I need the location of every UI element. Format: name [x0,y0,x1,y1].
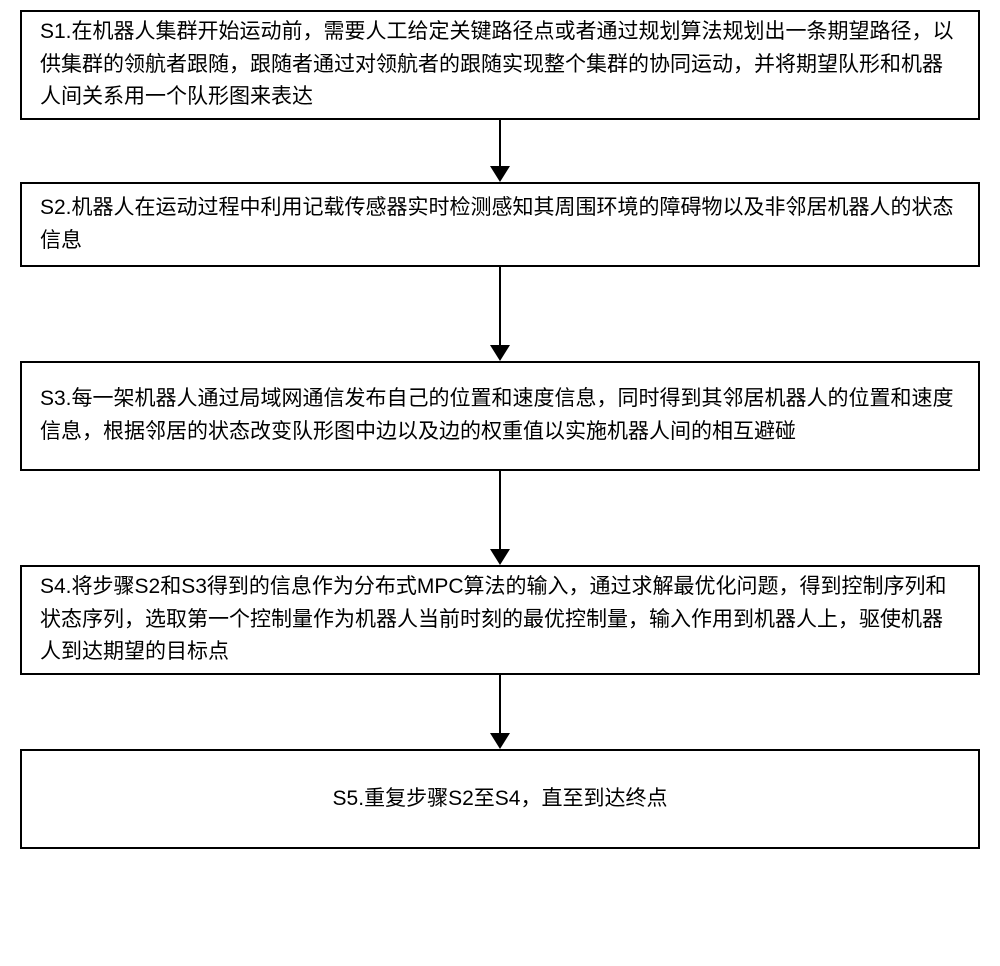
flow-arrow-1 [490,120,510,182]
flow-step-s4-text: S4.将步骤S2和S3得到的信息作为分布式MPC算法的输入，通过求解最优化问题，… [40,571,960,669]
flow-step-s2: S2.机器人在运动过程中利用记载传感器实时检测感知其周围环境的障碍物以及非邻居机… [20,182,980,267]
flow-step-s1: S1.在机器人集群开始运动前，需要人工给定关键路径点或者通过规划算法规划出一条期… [20,10,980,120]
flow-step-s3-text: S3.每一架机器人通过局域网通信发布自己的位置和速度信息，同时得到其邻居机器人的… [40,383,960,448]
flow-arrow-2 [490,267,510,361]
flow-step-s2-text: S2.机器人在运动过程中利用记载传感器实时检测感知其周围环境的障碍物以及非邻居机… [40,192,960,257]
flow-step-s4: S4.将步骤S2和S3得到的信息作为分布式MPC算法的输入，通过求解最优化问题，… [20,565,980,675]
flow-step-s3: S3.每一架机器人通过局域网通信发布自己的位置和速度信息，同时得到其邻居机器人的… [20,361,980,471]
arrow-line-1 [499,120,501,166]
flow-step-s5: S5.重复步骤S2至S4，直至到达终点 [20,749,980,849]
arrow-head-icon [490,549,510,565]
flow-arrow-4 [490,675,510,749]
arrow-line-4 [499,675,501,733]
flow-arrow-3 [490,471,510,565]
arrow-line-3 [499,471,501,549]
arrow-head-icon [490,166,510,182]
arrow-head-icon [490,345,510,361]
flow-step-s5-text: S5.重复步骤S2至S4，直至到达终点 [333,783,668,816]
flow-step-s1-text: S1.在机器人集群开始运动前，需要人工给定关键路径点或者通过规划算法规划出一条期… [40,16,960,114]
arrow-line-2 [499,267,501,345]
arrow-head-icon [490,733,510,749]
